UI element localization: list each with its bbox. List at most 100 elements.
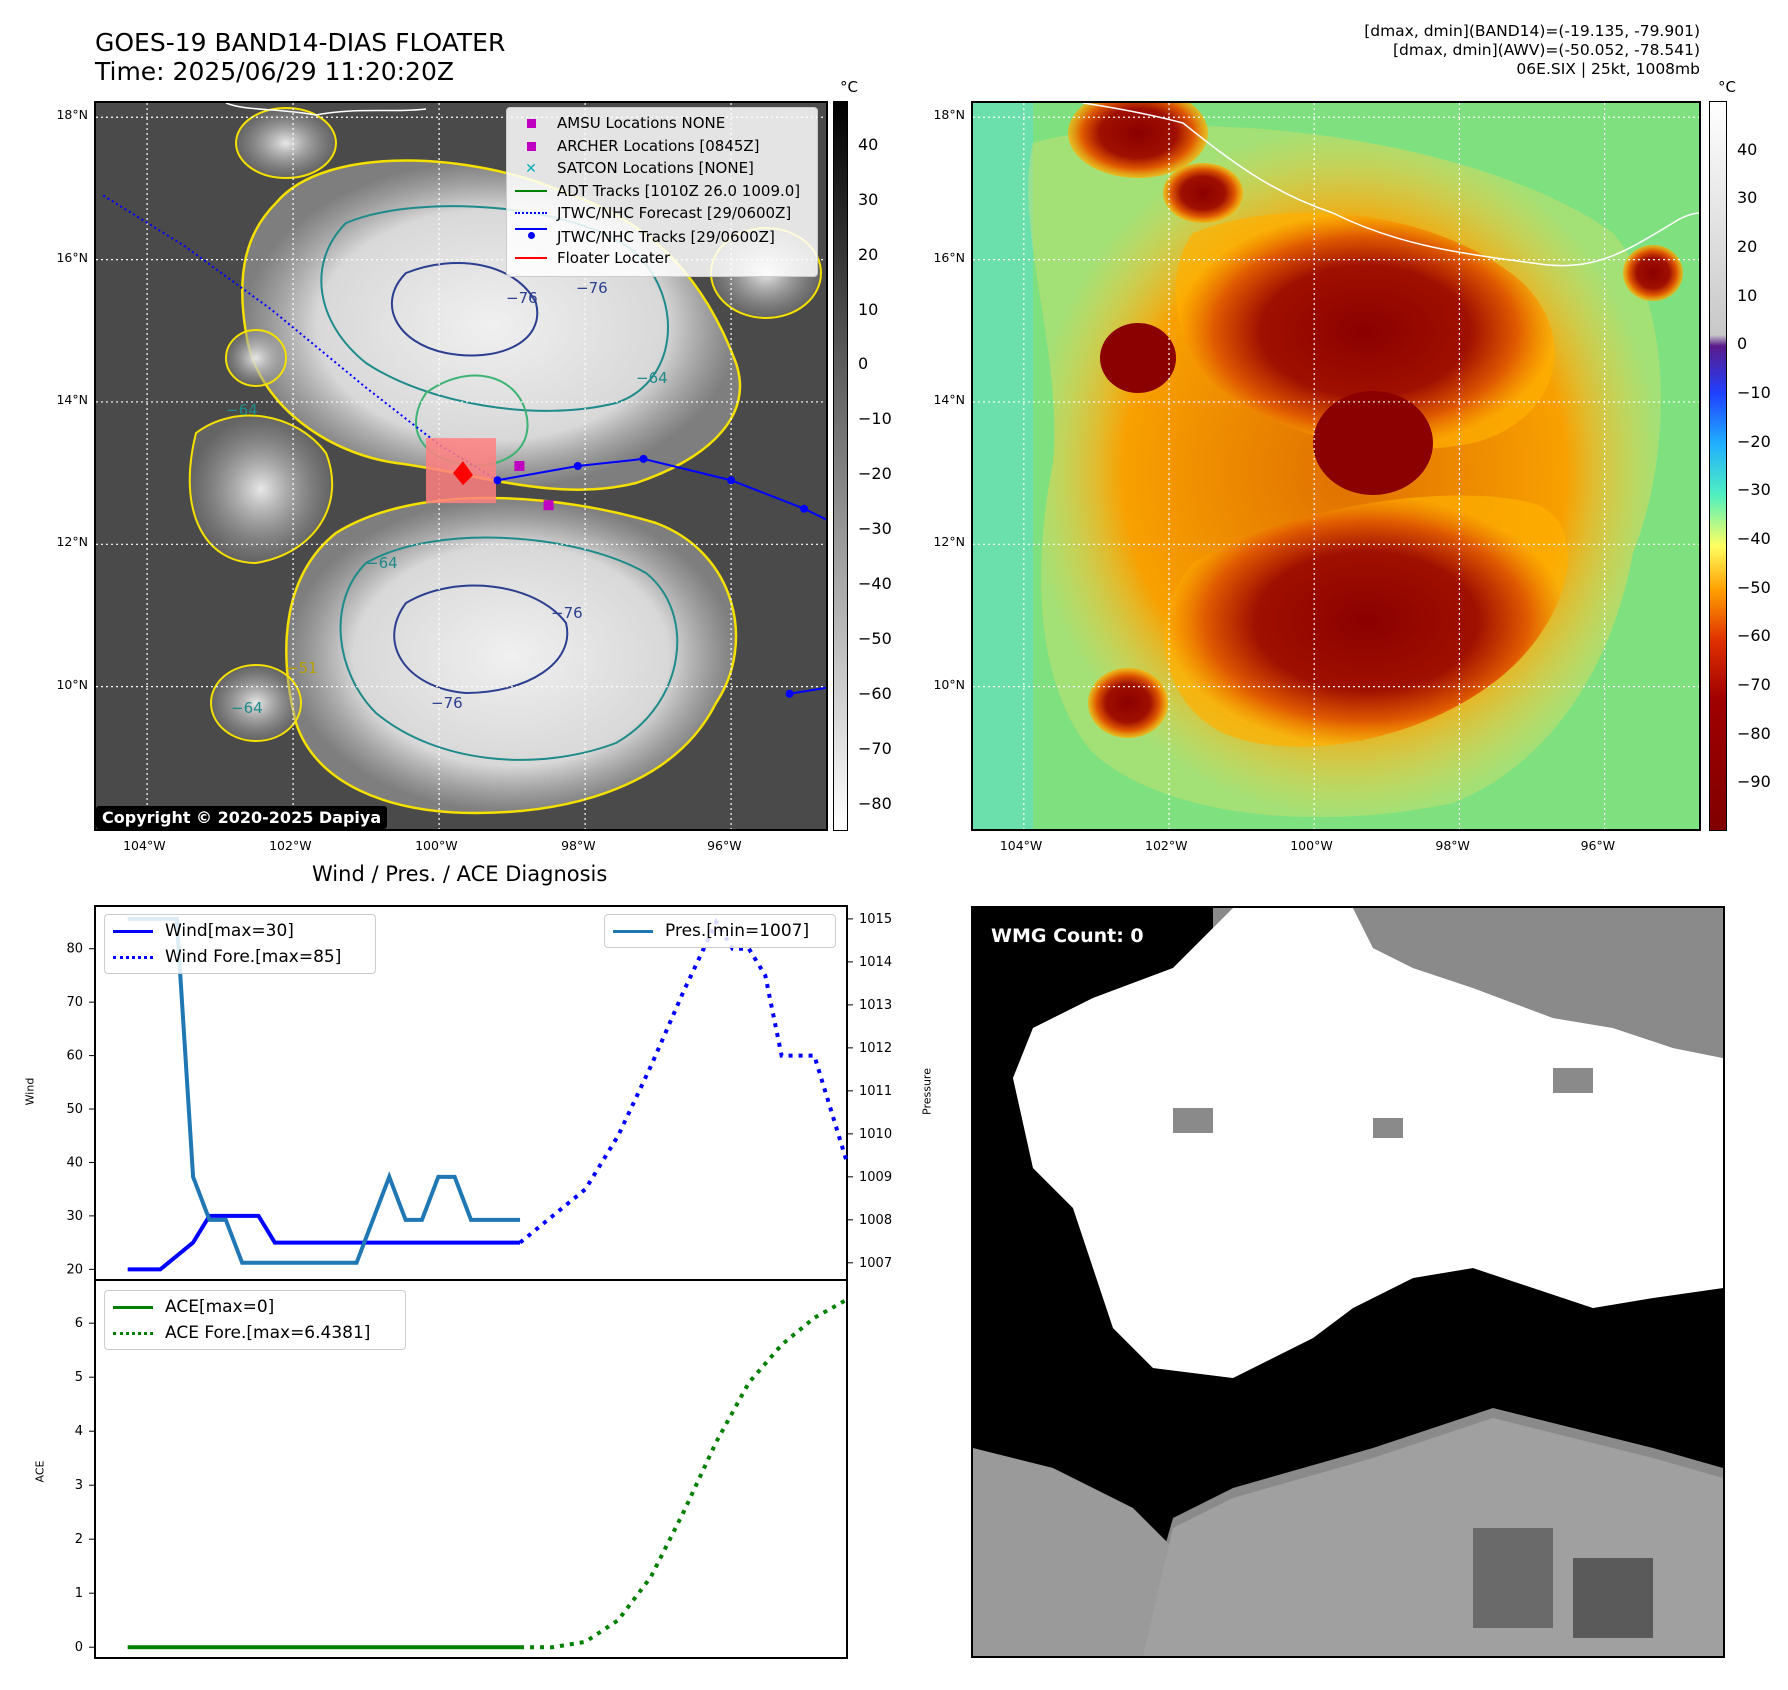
legend-pres: Pres.[min=1007]	[613, 921, 809, 941]
legend-entry: ARCHER Locations [0845Z]	[515, 137, 760, 155]
legend-swatch	[515, 137, 547, 155]
contour-64-south	[339, 536, 679, 761]
lon-tick-label: 100°W	[1290, 838, 1333, 853]
colorbar-tick-label: 10	[1737, 285, 1758, 305]
ir-colorbar	[833, 101, 848, 831]
wmg-gray-ne	[1353, 908, 1723, 1058]
figure-title: GOES-19 BAND14-DIAS FLOATER Time: 2025/0…	[95, 28, 505, 86]
y-right-tick-label: 1013	[859, 998, 892, 1013]
archer-location	[514, 461, 525, 471]
contour-label: −76	[506, 289, 538, 307]
diagnosis-title: Wind / Pres. / ACE Diagnosis	[312, 862, 608, 886]
colorbar-tick-label: −50	[858, 628, 892, 648]
contour-labels: −76 −76 −76 −76 −64 −64 −64 −64 −51	[226, 279, 668, 717]
lat-tick-label: 14°N	[56, 391, 88, 407]
legend-entry: ADT Tracks [1010Z 26.0 1009.0]	[515, 182, 800, 200]
legend-swatch	[113, 955, 153, 959]
copyright-badge: Copyright © 2020-2025 Dapiya	[96, 806, 388, 829]
y-tick-label: 70	[66, 995, 83, 1010]
colorbar-tick-label: −70	[858, 738, 892, 758]
awv-lat-labels: 18°N 16°N 14°N 12°N 10°N	[923, 101, 967, 831]
ir-colorbar-unit: °C	[840, 78, 858, 96]
y-tick-label: 4	[75, 1424, 83, 1439]
awv-cell-ne	[1623, 245, 1683, 301]
y-tick-label: 80	[66, 942, 83, 957]
colorbar-tick-label: −20	[1737, 431, 1771, 451]
awv-core-north	[1175, 212, 1555, 450]
lat-tick-label: 10°N	[933, 676, 965, 692]
awv-core-south	[1164, 495, 1568, 747]
ace-series-line-1	[520, 1297, 848, 1650]
y-tick-label: 1	[75, 1586, 83, 1601]
y-tick-label: 2	[75, 1532, 83, 1547]
awv-colorbar-ticks: 40 30 20 10 0 −10 −20 −30 −40 −50 −60 −70 −80 −90	[1731, 101, 1781, 831]
colorbar-tick-label: −30	[858, 519, 892, 539]
legend-label: AMSU Locations NONE	[557, 114, 726, 132]
legend-swatch	[515, 114, 547, 132]
legend-swatch	[515, 257, 547, 259]
colorbar-tick-label: −80	[858, 793, 892, 813]
colorbar-tick-label: −80	[1737, 723, 1771, 743]
lat-tick-label: 12°N	[56, 534, 88, 550]
contour-label: −64	[366, 554, 398, 572]
awv-west-band	[973, 103, 1033, 829]
colorbar-tick-label: −40	[1737, 529, 1771, 548]
awv-map	[973, 103, 1699, 829]
contour-label: −76	[551, 604, 583, 622]
info-line-3: 06E.SIX | 25kt, 1008mb	[1516, 60, 1700, 78]
legend-swatch	[113, 1305, 153, 1309]
colorbar-tick-label: 40	[1737, 139, 1758, 159]
awv-map-panel	[971, 101, 1701, 831]
series-line-1	[518, 917, 849, 1245]
y-tick-label: 50	[66, 1102, 83, 1117]
colorbar-tick-label: 40	[858, 134, 879, 154]
lat-tick-label: 18°N	[933, 107, 965, 123]
legend-swatch	[613, 929, 653, 933]
legend-entry: JTWC/NHC Forecast [29/0600Z]	[515, 204, 791, 222]
title-line-1: GOES-19 BAND14-DIAS FLOATER	[95, 28, 506, 57]
storm-info: [dmax, dmin](BAND14)=(-19.135, -79.901) …	[1364, 22, 1700, 79]
wmg-dark-patch	[1573, 1558, 1653, 1638]
wind-plot-area: 20 30 40 50 60 70 80 1007 1008 1009 1010 1011 1012 10…	[66, 912, 892, 1277]
lon-tick-label: 104°W	[123, 838, 166, 853]
track-point	[800, 504, 809, 513]
y-right-tick-label: 1009	[859, 1170, 892, 1185]
legend-label: Wind Fore.[max=85]	[165, 947, 342, 967]
colorbar-tick-label: 20	[858, 244, 879, 264]
map-legend: AMSU Locations NONE ARCHER Locations [084…	[506, 107, 818, 277]
y-right-tick-label: 1012	[859, 1041, 892, 1056]
awv-cell-west	[1100, 323, 1176, 393]
legend-swatch: ✕	[525, 161, 537, 177]
colorbar-tick-label: −50	[1737, 577, 1771, 597]
awv-cell-north	[1068, 103, 1208, 178]
awv-cell-center	[1313, 391, 1433, 495]
track-point	[573, 462, 582, 470]
awv-colorbar-unit: °C	[1718, 78, 1736, 96]
colorbar-tick-label: −30	[1737, 480, 1771, 500]
y-tick-label: 5	[75, 1370, 83, 1385]
wmg-white-region	[1013, 908, 1723, 1378]
lon-tick-label: 104°W	[999, 838, 1043, 853]
legend-swatch	[113, 1331, 153, 1335]
lat-tick-label: 10°N	[56, 676, 88, 692]
wmg-gray-patch	[1173, 1108, 1213, 1133]
legend-wind-fore: Wind Fore.[max=85]	[113, 947, 341, 967]
awv-coastline	[1082, 103, 1699, 267]
info-line-2: [dmax, dmin](AWV)=(-50.052, -78.541)	[1393, 41, 1700, 59]
wmg-gray-patch	[1373, 1118, 1403, 1138]
legend-label: ACE Fore.[max=6.4381]	[165, 1323, 371, 1343]
legend-entry: ✕ SATCON Locations [NONE]	[515, 159, 754, 177]
colorbar-tick-label: −10	[858, 409, 892, 429]
legend-label: Floater Locater	[557, 249, 671, 267]
legend-entry: JTWC/NHC Tracks [29/0600Z]	[515, 227, 775, 247]
track-point	[727, 476, 736, 485]
contour-76-south	[393, 584, 569, 695]
cloud-west	[188, 414, 334, 565]
lon-tick-label: 100°W	[415, 838, 458, 853]
y-tick-label: 40	[66, 1155, 83, 1170]
legend-label: SATCON Locations [NONE]	[557, 159, 754, 177]
y-right-tick-label: 1014	[859, 955, 892, 970]
series-line-0	[127, 1213, 521, 1272]
track-point	[639, 454, 648, 463]
colorbar-tick-label: −60	[858, 683, 892, 703]
